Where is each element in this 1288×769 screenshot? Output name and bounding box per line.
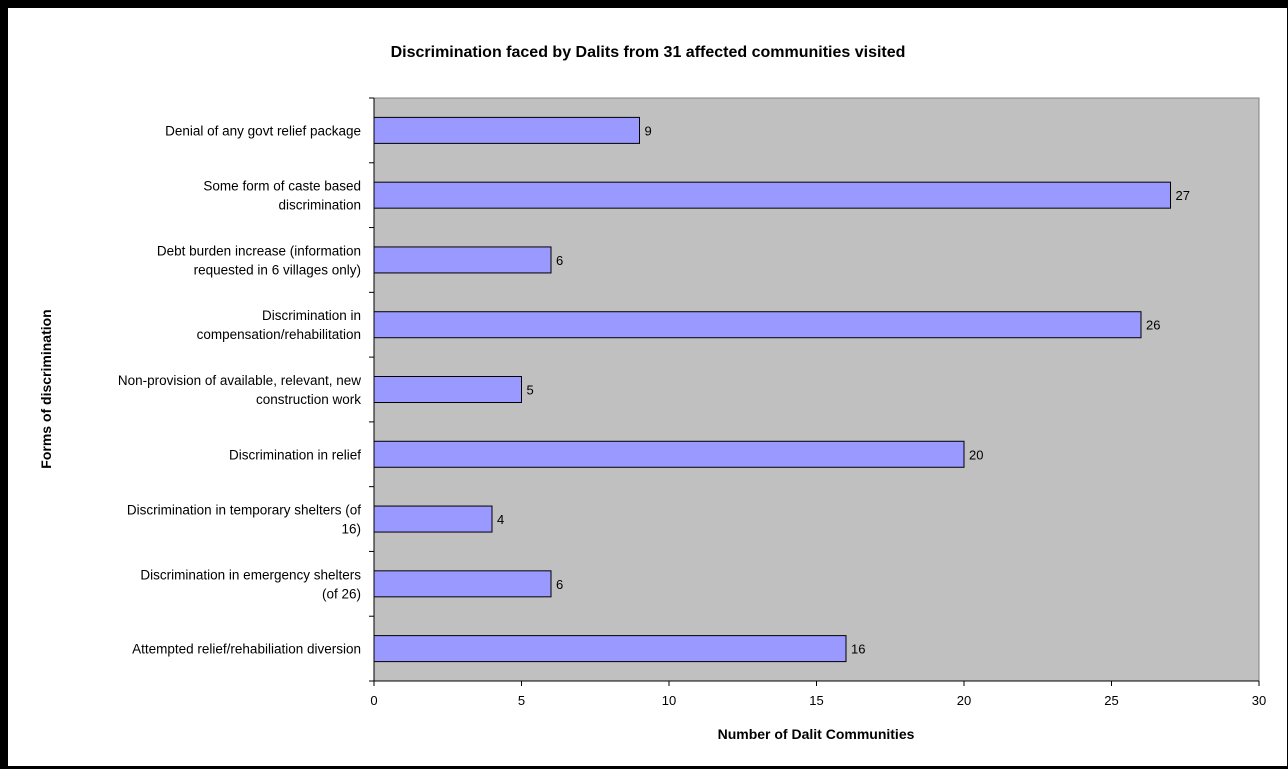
bar <box>373 246 552 274</box>
x-tick-label: 20 <box>957 693 971 708</box>
bars: 9 27 6 26 5 20 4 6 16 <box>373 116 1190 663</box>
x-tick-label: 0 <box>370 693 377 708</box>
bar <box>373 570 552 598</box>
bar-value-label: 20 <box>969 447 983 462</box>
category-label: Denial of any govt relief package <box>165 123 361 138</box>
category-label: discrimination <box>278 198 361 213</box>
category-label: requested in 6 villages only) <box>194 262 361 277</box>
x-tick-label: 10 <box>662 693 676 708</box>
x-tick-label: 30 <box>1252 693 1266 708</box>
bar <box>373 635 847 663</box>
bar-value-label: 5 <box>527 383 534 398</box>
category-label: Discrimination in relief <box>229 447 361 462</box>
bar-value-label: 9 <box>645 123 652 138</box>
bar-value-label: 6 <box>556 577 563 592</box>
bar <box>373 505 493 533</box>
category-label: 16) <box>341 522 361 537</box>
x-tick-label: 15 <box>809 693 823 708</box>
bar-value-label: 6 <box>556 253 563 268</box>
category-label: Discrimination in <box>262 308 361 323</box>
y-axis-title: Forms of discrimination <box>38 309 54 468</box>
bar-value-label: 27 <box>1176 188 1190 203</box>
category-label: construction work <box>256 392 361 407</box>
x-tick-label: 25 <box>1104 693 1118 708</box>
category-label: Some form of caste based <box>203 179 361 194</box>
category-label: Attempted relief/rehabiliation diversion <box>132 642 361 657</box>
x-axis-title: Number of Dalit Communities <box>718 726 915 742</box>
bar <box>373 181 1171 209</box>
category-label: (of 26) <box>322 586 361 601</box>
chart-title: Discrimination faced by Dalits from 31 a… <box>391 44 906 61</box>
bar <box>373 116 640 144</box>
bar <box>373 311 1142 339</box>
axis-ticks: 0 5 10 15 20 25 30 <box>369 97 1266 708</box>
bar <box>373 440 965 468</box>
category-label: Discrimination in emergency shelters <box>140 567 361 582</box>
x-tick-label: 5 <box>518 693 525 708</box>
bar-value-label: 16 <box>851 642 865 657</box>
category-label: Non-provision of available, relevant, ne… <box>118 373 361 388</box>
category-label: Debt burden increase (information <box>157 243 361 258</box>
bar-value-label: 4 <box>497 512 504 527</box>
category-label: Discrimination in temporary shelters (of <box>127 503 361 518</box>
bar-value-label: 26 <box>1146 318 1160 333</box>
category-label: compensation/rehabilitation <box>197 327 361 342</box>
bar <box>373 376 522 403</box>
category-labels: Denial of any govt relief package Some fo… <box>118 123 361 656</box>
